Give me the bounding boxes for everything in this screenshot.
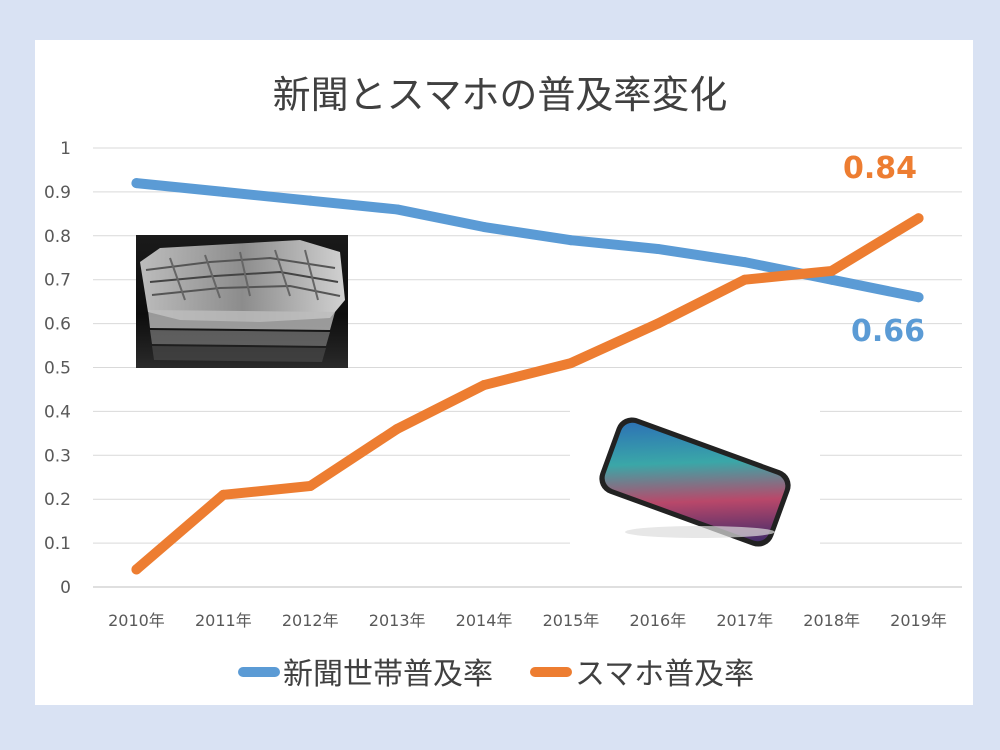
data-point — [565, 235, 576, 246]
x-axis-ticks: 2010年 2011年 2012年 2013年 2014年 2015年 2016年 2017年… — [108, 611, 947, 630]
data-point — [305, 195, 316, 206]
y-tick-label: 0.2 — [44, 490, 71, 510]
y-tick-label: 0.6 — [44, 315, 71, 335]
end-labels: 0.66 0.84 — [843, 151, 925, 349]
y-tick-label: 0 — [60, 578, 71, 598]
data-point — [479, 222, 490, 233]
data-point — [305, 481, 316, 492]
chart-background — [35, 40, 973, 705]
x-tick-label: 2011年 — [195, 611, 252, 630]
y-tick-label: 0.5 — [44, 359, 71, 379]
y-tick-label: 0.4 — [44, 402, 71, 422]
legend: 新聞世帯普及率 スマホ普及率 — [238, 657, 754, 692]
legend-label: 新聞世帯普及率 — [283, 657, 493, 692]
x-tick-label: 2010年 — [108, 611, 165, 630]
data-point — [218, 489, 229, 500]
data-point — [392, 204, 403, 215]
y-tick-label: 0.8 — [44, 227, 71, 247]
data-label: 0.66 — [851, 314, 925, 349]
data-point — [826, 274, 837, 285]
data-point — [913, 213, 924, 224]
y-tick-label: 1 — [60, 139, 71, 159]
data-point — [131, 178, 142, 189]
series-line-1 — [131, 213, 924, 575]
data-point — [392, 423, 403, 434]
x-tick-label: 2015年 — [543, 611, 600, 630]
data-point — [479, 380, 490, 391]
data-point — [826, 265, 837, 276]
y-axis-ticks: 0 0.1 0.2 0.3 0.4 0.5 0.6 0.7 0.8 0.9 1 — [44, 139, 71, 598]
data-point — [131, 564, 142, 575]
x-tick-label: 2012年 — [282, 611, 339, 630]
series-lines — [131, 178, 924, 575]
x-tick-label: 2017年 — [716, 611, 773, 630]
chart-title: 新聞とスマホの普及率変化 — [273, 73, 728, 117]
x-tick-label: 2018年 — [803, 611, 860, 630]
data-point — [913, 292, 924, 303]
y-tick-label: 0.3 — [44, 446, 71, 466]
y-tick-label: 0.7 — [44, 271, 71, 291]
data-point — [652, 243, 663, 254]
y-tick-label: 0.9 — [44, 183, 71, 203]
data-point — [218, 186, 229, 197]
x-tick-label: 2013年 — [369, 611, 426, 630]
data-point — [565, 358, 576, 369]
data-point — [739, 274, 750, 285]
newspaper-photo — [136, 235, 348, 368]
data-point — [652, 318, 663, 329]
x-tick-label: 2019年 — [890, 611, 947, 630]
data-point — [739, 257, 750, 268]
x-tick-label: 2014年 — [456, 611, 513, 630]
data-label: 0.84 — [843, 151, 917, 186]
smartphone-photo — [570, 385, 820, 550]
x-tick-label: 2016年 — [629, 611, 686, 630]
legend-label: スマホ普及率 — [575, 657, 754, 692]
y-tick-label: 0.1 — [44, 534, 71, 554]
